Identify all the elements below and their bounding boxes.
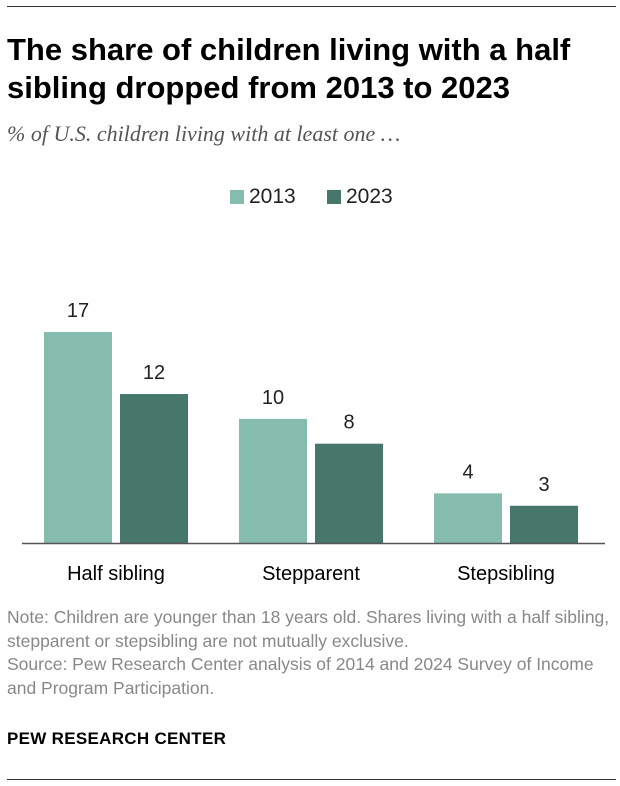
bottom-rule: [7, 779, 616, 780]
bar-stepparent-2013: [239, 418, 307, 543]
legend-label-2023: 2023: [346, 185, 393, 208]
data-label-stepsibling-2023: 3: [538, 474, 549, 496]
bar-half-sibling-2023: [120, 394, 188, 543]
legend-item-2013: 2013: [230, 182, 296, 212]
bar-stepparent-2023: [315, 443, 383, 543]
chart-title: The share of children living with a half…: [7, 32, 571, 105]
source-text: Source: Pew Research Center analysis of …: [7, 654, 594, 698]
legend: 2013 2023: [0, 182, 620, 212]
data-label-stepparent-2023: 8: [343, 412, 354, 434]
note-text: Note: Children are younger than 18 years…: [7, 607, 610, 651]
data-label-stepsibling-2013: 4: [462, 461, 473, 483]
data-label-half-sibling-2013: 17: [67, 300, 89, 322]
bar-stepsibling-2013: [434, 493, 502, 543]
legend-item-2023: 2023: [327, 182, 393, 212]
category-label-half-sibling: Half sibling: [67, 563, 165, 585]
category-label-stepparent: Stepparent: [262, 563, 360, 585]
bar-half-sibling-2013: [44, 332, 112, 543]
category-label-stepsibling: Stepsibling: [457, 563, 555, 585]
legend-swatch-2023: [327, 190, 341, 204]
bar-chart: 17 12 Half sibling 10 8 Stepparent 4 3 Stepsibli…: [22, 300, 605, 585]
legend-label-2013: 2013: [249, 185, 296, 208]
chart-subtitle: % of U.S. children living with at least …: [7, 121, 401, 146]
top-rule: [7, 6, 616, 7]
footnote: Note: Children are younger than 18 years…: [7, 606, 615, 700]
data-label-half-sibling-2023: 12: [143, 362, 165, 384]
bar-stepsibling-2023: [510, 505, 578, 543]
organization-logo-text: PEW RESEARCH CENTER: [7, 729, 227, 748]
legend-swatch-2013: [230, 190, 244, 204]
data-label-stepparent-2013: 10: [262, 387, 284, 409]
